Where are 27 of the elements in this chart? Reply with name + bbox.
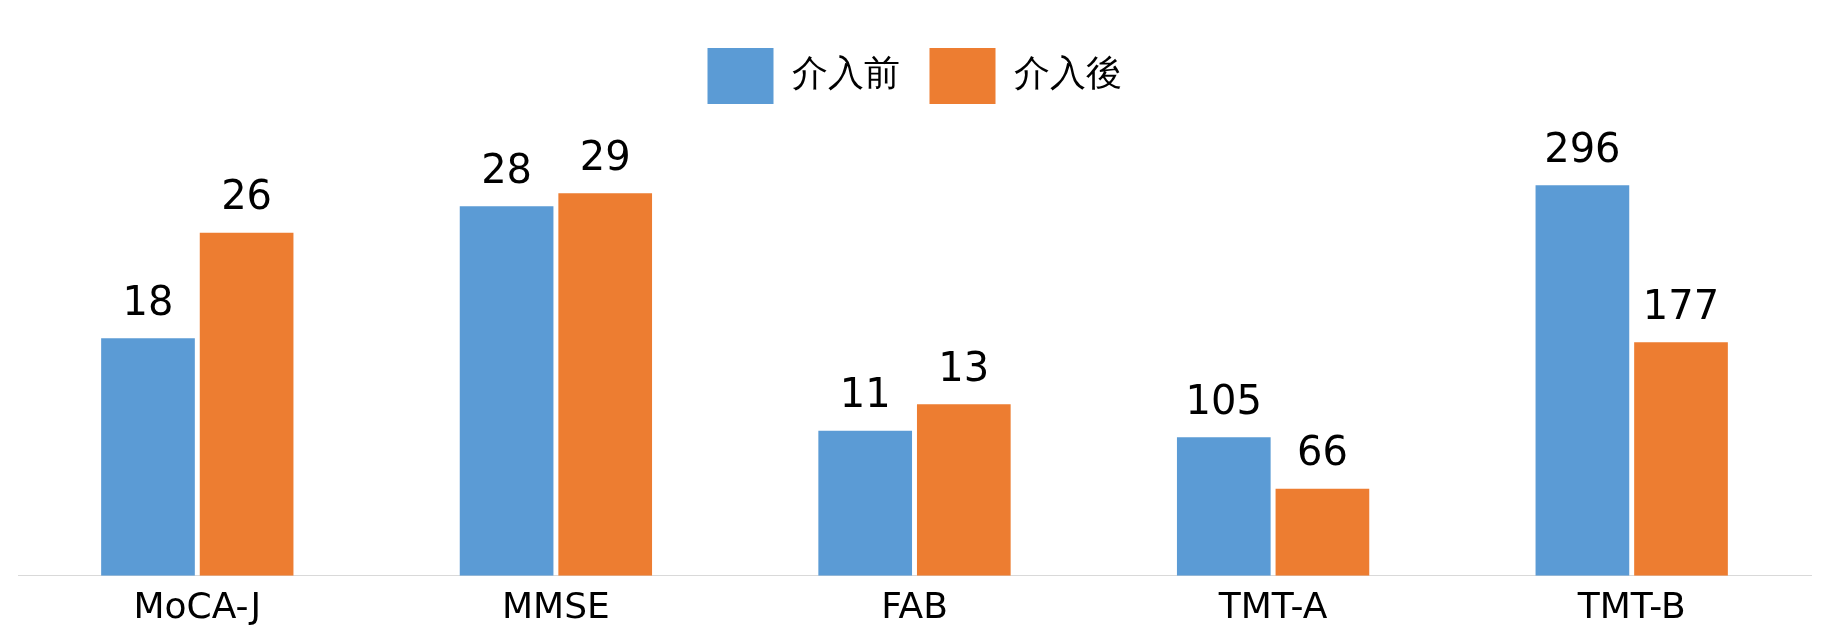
bar [459, 206, 554, 576]
bar [101, 338, 195, 576]
data-label: 29 [579, 132, 631, 179]
bar [1176, 437, 1271, 576]
x-tick-label: FAB [881, 584, 948, 626]
bar [818, 430, 913, 576]
legend-label: 介入前 [791, 52, 900, 94]
data-label: 105 [1185, 376, 1262, 423]
bar [1634, 342, 1728, 576]
bar [916, 404, 1011, 576]
data-label: 13 [938, 343, 990, 390]
bar [558, 193, 653, 576]
legend-label: 介入後 [1013, 52, 1122, 94]
data-label: 28 [481, 145, 533, 192]
data-label: 11 [839, 370, 891, 417]
data-label: 18 [122, 277, 174, 324]
data-label: 26 [221, 172, 273, 219]
x-tick-label: TMT-A [1217, 584, 1328, 626]
data-label: 296 [1544, 124, 1621, 171]
x-tick-label: MMSE [502, 584, 610, 626]
bar [199, 232, 294, 576]
bar [1275, 488, 1370, 576]
x-tick-label: TMT-B [1576, 584, 1686, 626]
data-label: 177 [1642, 281, 1720, 328]
data-label: 66 [1296, 428, 1348, 475]
bar [1535, 185, 1630, 576]
x-tick-label: MoCA-J [133, 584, 262, 626]
